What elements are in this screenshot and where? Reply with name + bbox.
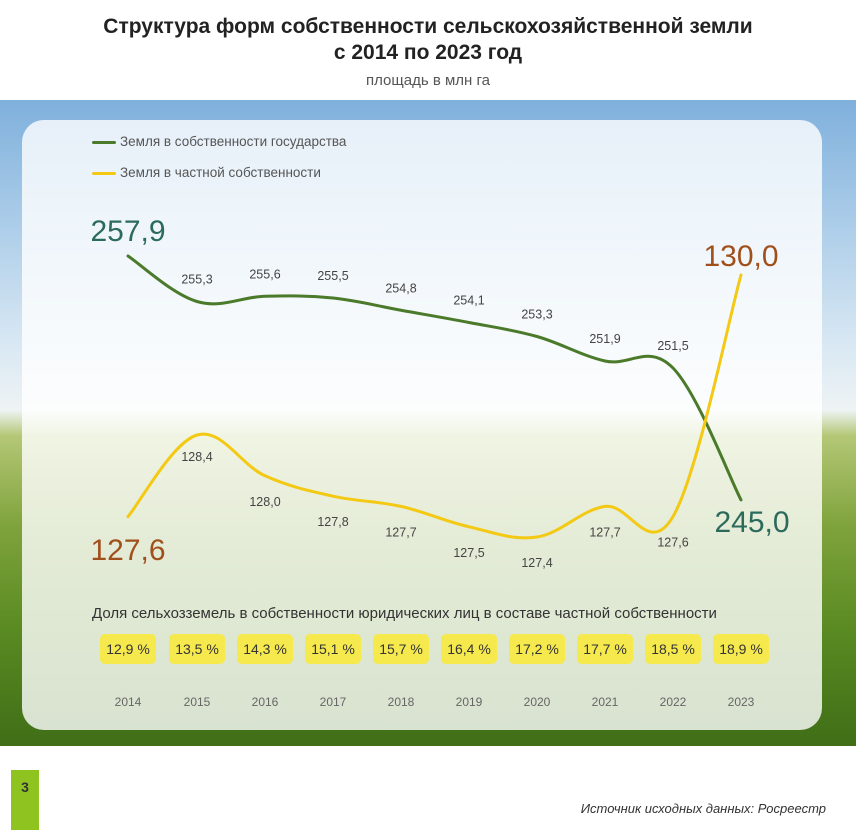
chart-subtitle: площадь в млн га <box>366 72 490 89</box>
x-tick-label: 2014 <box>115 695 142 709</box>
share-badge: 15,1 % <box>305 634 361 664</box>
share-badge: 13,5 % <box>169 634 225 664</box>
data-label: 127,8 <box>317 515 348 529</box>
chart-panel <box>22 120 822 730</box>
data-point <box>264 475 266 477</box>
legend-label-private: Земля в частной собственности <box>120 165 321 180</box>
page-number: 3 <box>11 770 39 830</box>
x-tick-label: 2016 <box>252 695 279 709</box>
data-label: 251,9 <box>589 332 620 346</box>
share-title: Доля сельхозземель в собственности юриди… <box>92 605 717 622</box>
x-tick-label: 2015 <box>184 695 211 709</box>
series-line-private <box>126 273 743 540</box>
x-tick-label: 2018 <box>388 695 415 709</box>
legend-swatch-state <box>92 141 116 144</box>
share-badge: 17,7 % <box>577 634 633 664</box>
x-tick-label: 2023 <box>728 695 755 709</box>
data-label: 255,6 <box>249 267 280 281</box>
data-point <box>400 309 402 311</box>
data-point <box>604 360 606 362</box>
data-point <box>196 301 198 302</box>
data-label: 127,5 <box>453 546 484 560</box>
data-point <box>127 255 129 257</box>
data-point <box>740 274 742 276</box>
data-label: 127,6 <box>657 536 688 550</box>
data-point <box>672 367 674 369</box>
chart-title-line2: с 2014 по 2023 год <box>333 41 523 64</box>
data-label: 128,4 <box>181 450 212 464</box>
data-point <box>468 322 470 323</box>
source-note: Источник исходных данных: Росреестр <box>580 801 826 816</box>
share-badge: 18,9 % <box>713 634 769 664</box>
data-point <box>127 516 129 518</box>
share-badge: 16,4 % <box>441 634 497 664</box>
data-label: 127,4 <box>521 556 552 570</box>
data-label: 127,6 <box>90 534 165 567</box>
share-badge: 18,5 % <box>645 634 701 664</box>
share-badge: 15,7 % <box>373 634 429 664</box>
x-tick-label: 2019 <box>456 695 483 709</box>
data-point <box>400 505 402 507</box>
data-point <box>672 516 674 518</box>
x-tick-label: 2022 <box>660 695 687 709</box>
legend-label-state: Земля в собственности государства <box>120 134 347 149</box>
chart-title-line1: Структура форм собственности сельскохозя… <box>103 15 753 38</box>
data-label: 127,7 <box>385 525 416 539</box>
data-label: 251,5 <box>657 339 688 353</box>
data-point <box>264 295 266 297</box>
data-label: 255,5 <box>317 269 348 283</box>
data-point <box>332 297 334 299</box>
data-label: 127,7 <box>589 525 620 539</box>
data-label: 128,0 <box>249 495 280 509</box>
data-label: 254,8 <box>385 281 416 295</box>
data-label: 245,0 <box>714 506 789 539</box>
share-badge: 12,9 % <box>100 634 156 664</box>
legend-swatch-private <box>92 172 116 175</box>
data-label: 253,3 <box>521 308 552 322</box>
data-label: 254,1 <box>453 294 484 308</box>
x-tick-label: 2017 <box>320 695 347 709</box>
x-tick-label: 2021 <box>592 695 619 709</box>
data-point <box>468 526 470 528</box>
series-line-state <box>126 254 743 502</box>
data-point <box>604 505 606 507</box>
data-label: 257,9 <box>90 215 165 248</box>
data-point <box>740 499 742 501</box>
data-point <box>536 336 538 337</box>
data-label: 130,0 <box>703 240 778 273</box>
data-point <box>196 434 198 436</box>
data-point <box>536 536 538 538</box>
data-point <box>332 495 334 497</box>
data-label: 255,3 <box>181 273 212 287</box>
x-tick-label: 2020 <box>524 695 551 709</box>
share-badge: 14,3 % <box>237 634 293 664</box>
share-badge: 17,2 % <box>509 634 565 664</box>
